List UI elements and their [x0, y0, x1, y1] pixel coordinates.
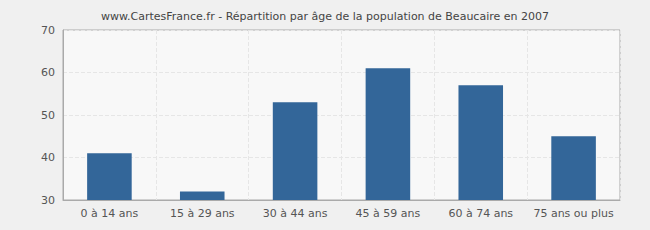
svg-text:60: 60: [41, 66, 55, 79]
svg-text:50: 50: [41, 109, 55, 122]
svg-text:75 ans ou plus: 75 ans ou plus: [533, 207, 614, 220]
svg-text:70: 70: [41, 24, 55, 37]
svg-text:0 à 14 ans: 0 à 14 ans: [81, 207, 139, 220]
svg-text:www.CartesFrance.fr - Répartit: www.CartesFrance.fr - Répartition par âg…: [101, 10, 549, 23]
svg-text:30: 30: [41, 194, 55, 207]
svg-text:45 à 59 ans: 45 à 59 ans: [356, 207, 421, 220]
svg-text:15 à 29 ans: 15 à 29 ans: [170, 207, 235, 220]
svg-text:30 à 44 ans: 30 à 44 ans: [263, 207, 328, 220]
svg-text:40: 40: [41, 151, 55, 164]
svg-text:60 à 74 ans: 60 à 74 ans: [448, 207, 513, 220]
